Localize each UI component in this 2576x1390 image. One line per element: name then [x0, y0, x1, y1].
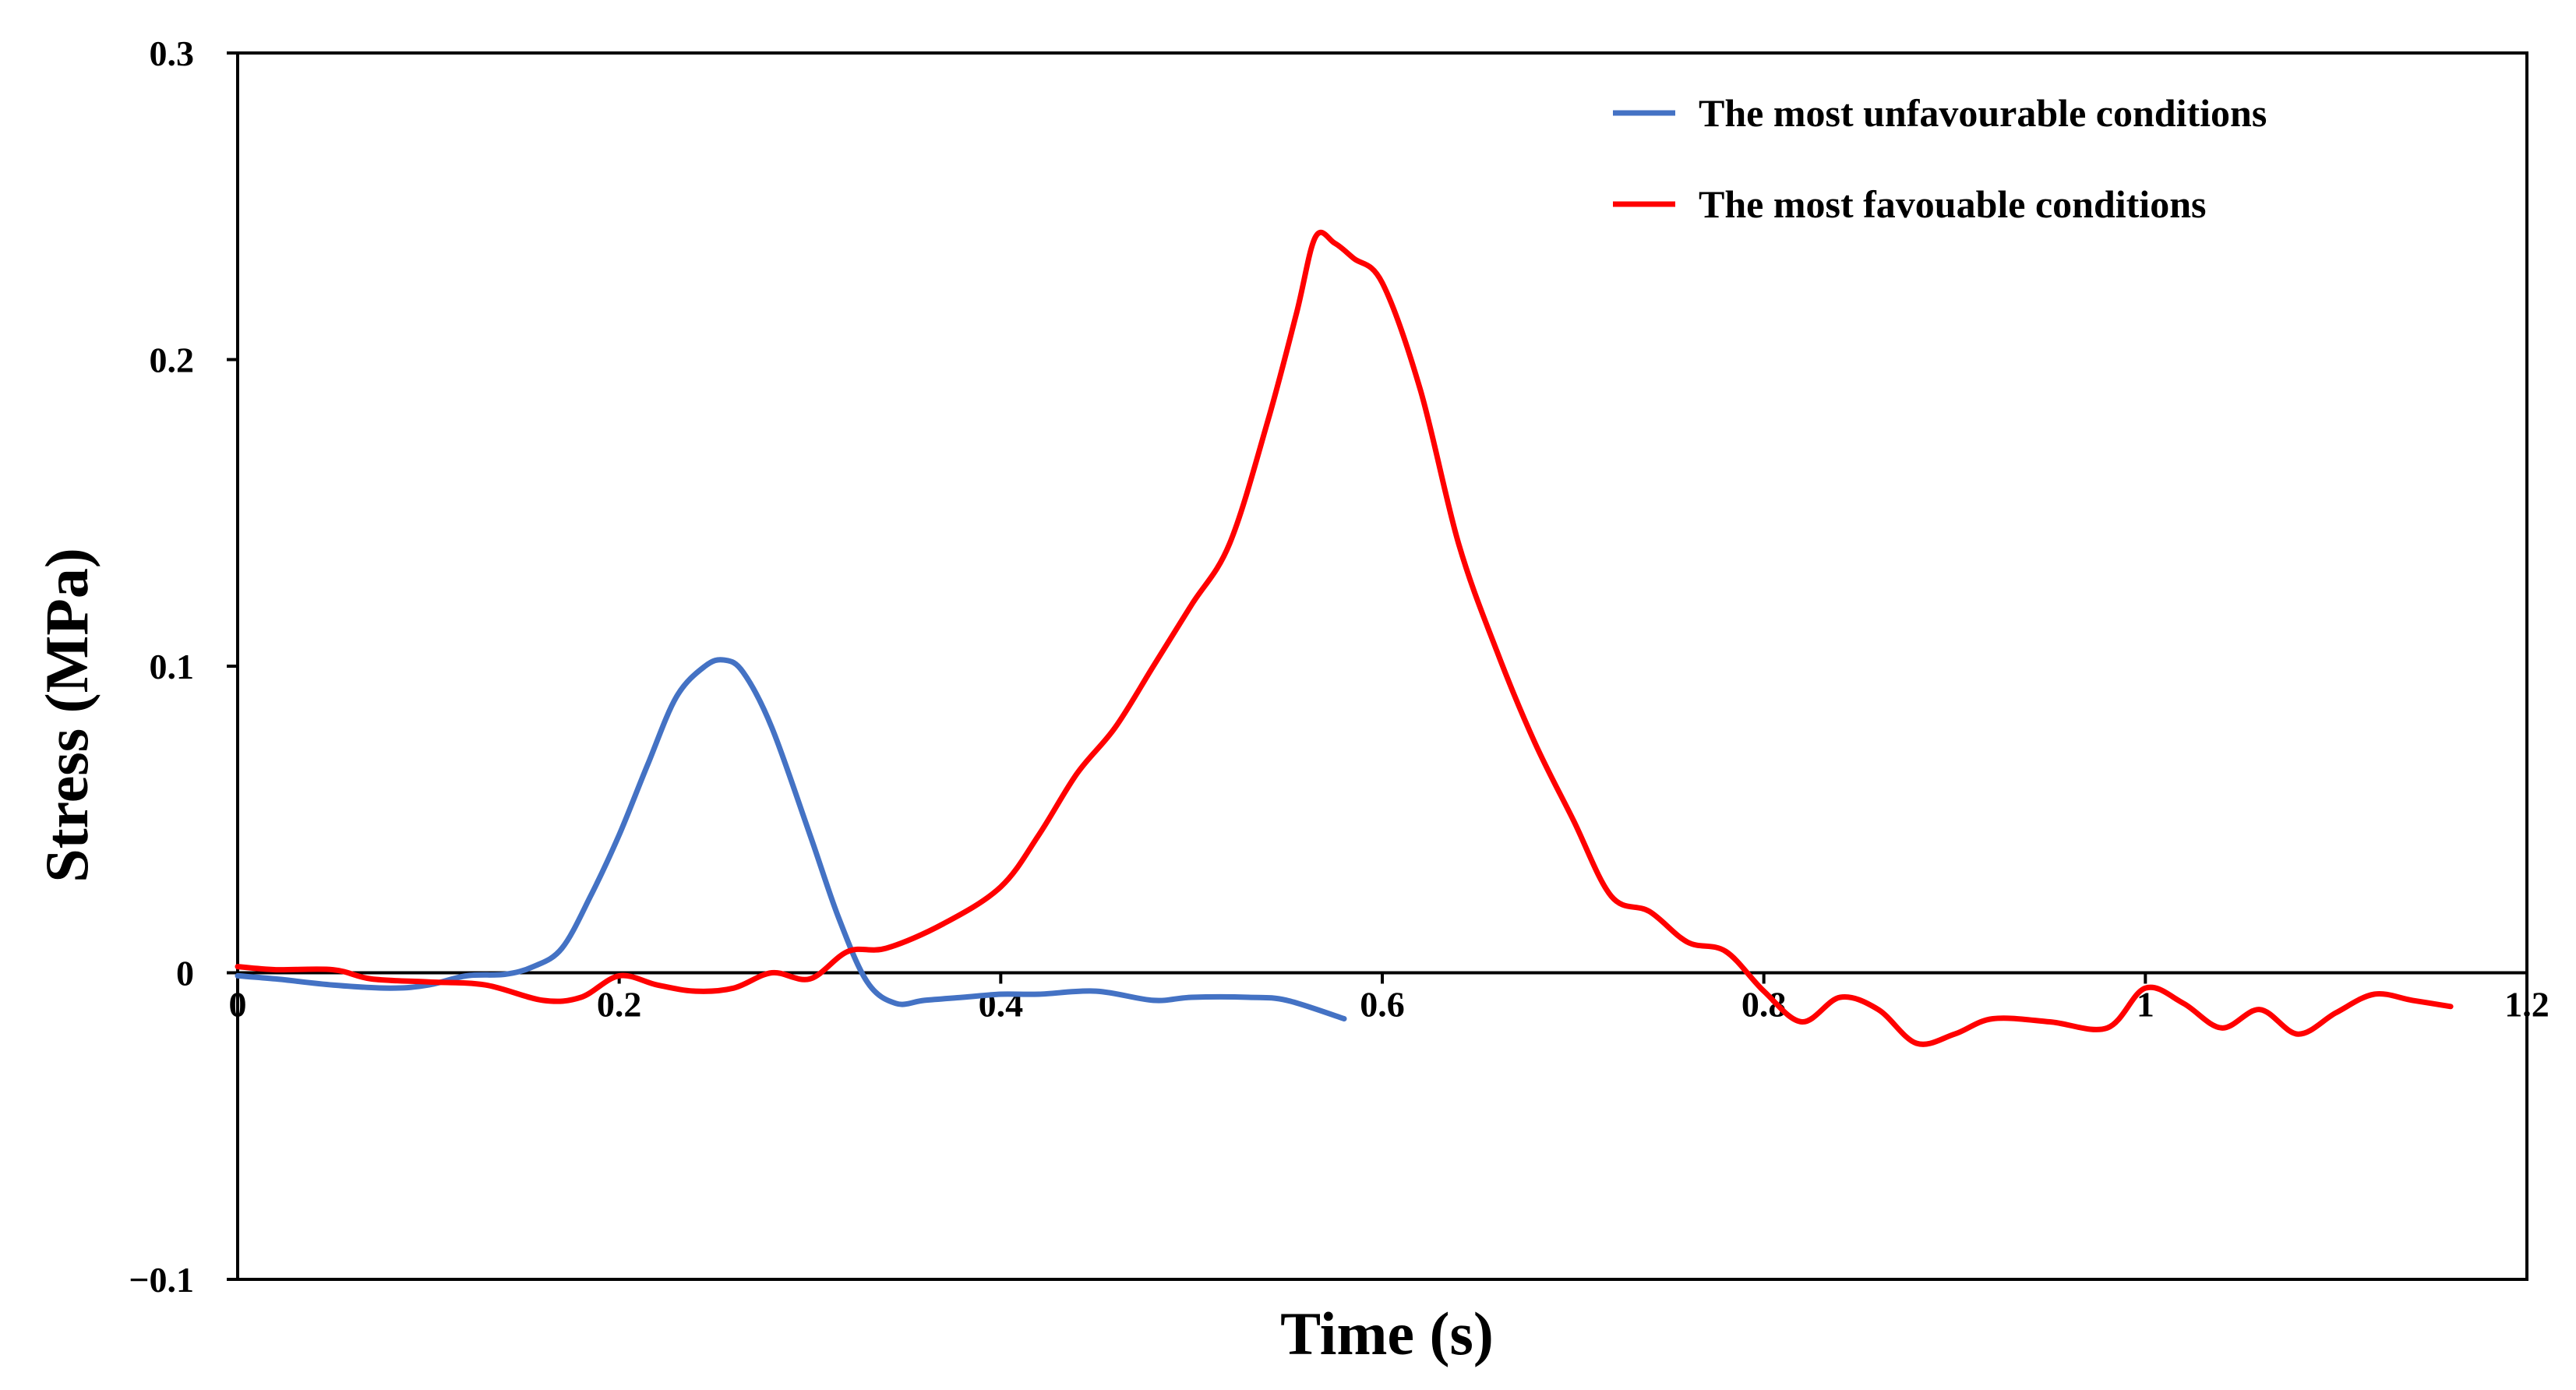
series-line-favourable	[235, 229, 2454, 1047]
zero-line-group	[236, 971, 2528, 984]
legend-label-favourable: The most favouable conditions	[1699, 182, 2206, 226]
y-tick-label: 0.3	[150, 34, 195, 73]
legend-label-unfavourable: The most unfavourable conditions	[1699, 91, 2267, 135]
y-tick-label: 0.2	[150, 340, 195, 380]
x-axis-title: Time (s)	[1280, 1300, 1494, 1367]
series-lines	[235, 229, 2454, 1047]
y-axis-title: Stress (MPa)	[33, 548, 101, 883]
x-tick-label: 0	[229, 985, 247, 1025]
y-tick-label: 0.1	[150, 647, 195, 686]
y-tick-labels: −0.1 0 0.1 0.2 0.3	[129, 34, 238, 1300]
x-tick-label: 0.6	[1360, 985, 1405, 1025]
x-tick-label: 0.2	[597, 985, 642, 1025]
x-tick-label: 1	[2137, 985, 2154, 1025]
x-tick-labels: 0 0.2 0.4 0.6 0.8 1 1.2	[229, 985, 2550, 1025]
y-tick-label: 0	[176, 954, 194, 993]
y-tick-label: −0.1	[129, 1260, 194, 1300]
legend: The most unfavourable conditions The mos…	[1613, 91, 2267, 226]
plot-area-frame	[236, 51, 2528, 1281]
series-line-unfavourable	[235, 657, 1347, 1021]
x-tick-label: 0.4	[979, 985, 1024, 1025]
x-tick-label: 1.2	[2504, 985, 2550, 1025]
